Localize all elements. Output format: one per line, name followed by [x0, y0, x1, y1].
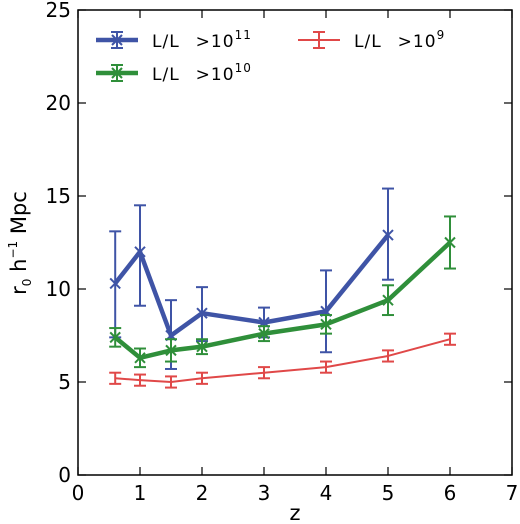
series-0-point-6-stroke-b [382, 229, 394, 241]
series-2-errorbar-6 [382, 349, 394, 363]
legend-sample-0-marker [111, 34, 123, 46]
legend-sample-1-marker-stroke-b [111, 67, 123, 79]
series-2-errorbar-3 [196, 371, 208, 385]
series-1-point-3 [196, 340, 208, 353]
series-0-point-6 [382, 229, 394, 241]
legend-label-series-2-sep: >10 [398, 32, 437, 52]
y-tick-label-5: 25 [46, 0, 71, 22]
series-1-point-2 [165, 344, 177, 357]
x-tick-label-2: 2 [196, 481, 209, 505]
series-1-point-0 [109, 331, 121, 344]
legend-sample-series-0 [96, 31, 138, 49]
legend-label-series-1-sep: >10 [196, 65, 235, 85]
x-tick-label-1: 1 [134, 481, 147, 505]
series-1-point-6 [382, 294, 394, 306]
series-0-point-0 [109, 277, 121, 290]
legend-entry-series-1: L/L >1010 [96, 61, 252, 85]
series-1-line [113, 240, 452, 361]
chart-marks [109, 187, 456, 389]
series-1-point-4 [258, 327, 270, 340]
series-0-point-0-stroke-b [109, 277, 121, 290]
legend-label-series-2-exp: 9 [437, 28, 446, 42]
series-2-errorbar-1 [134, 373, 146, 387]
legend-entry-series-0: L/L >1011 [96, 28, 252, 52]
legend-sample-1-marker [111, 67, 123, 79]
svg-text:L/L>109: L/L >109 [354, 28, 445, 52]
y-axis-label: r0 h−1 Mpc [6, 191, 34, 295]
series-0-line [113, 233, 390, 338]
series-2-errorbar-0 [109, 371, 122, 385]
x-axis-label: z [289, 501, 300, 524]
series-1-point-2-stroke-b [165, 344, 177, 357]
series-1-point-1-stroke-b [134, 352, 146, 364]
series-1-point-6-stroke-b [382, 294, 394, 306]
axis-ticks: 0 1 2 3 4 5 6 7 0 5 10 15 20 25 [46, 0, 519, 505]
x-tick-label-7: 7 [506, 481, 519, 505]
legend-entry-series-2: L/L >109 [298, 28, 445, 52]
series-1-point-0-stroke-b [109, 331, 121, 344]
series-2-errorbar-5 [320, 360, 332, 374]
series-1-point-5 [320, 318, 332, 331]
svg-text:L/L>1011: L/L >1011 [152, 28, 252, 52]
series-1-point-7 [444, 236, 456, 249]
x-tick-label-0: 0 [72, 481, 85, 505]
legend-sample-0-marker-stroke-b [111, 34, 123, 46]
series-2-errorbar-2 [165, 375, 177, 389]
series-2-errorbar-7 [444, 332, 456, 346]
legend-sample-series-2 [298, 31, 340, 49]
legend-label-series-1-exp: 10 [235, 61, 252, 75]
series-2-errorbar-4 [258, 366, 270, 380]
series-0-point-1-stroke-b [134, 246, 146, 258]
series-1-point-7-stroke-b [444, 236, 456, 249]
plot-frame [77, 9, 513, 476]
x-tick-label-3: 3 [258, 481, 271, 505]
legend-label-series-0-main: L/L [152, 32, 180, 52]
y-tick-label-0: 0 [58, 463, 71, 487]
x-tick-label-4: 4 [320, 481, 333, 505]
y-tick-label-2: 10 [46, 277, 71, 301]
legend-sample-series-1 [96, 64, 138, 82]
x-tick-label-5: 5 [382, 481, 395, 505]
series-2 [109, 332, 456, 389]
legend-label-series-0-sep: >10 [196, 32, 235, 52]
legend: L/L >1011 L/L >1010 L/L >109 [96, 28, 445, 85]
legend-label-series-2-main: L/L [354, 32, 382, 52]
legend-label-series-1-main: L/L [152, 65, 180, 85]
series-2-line [115, 338, 451, 383]
svg-text:L/L>1010: L/L >1010 [152, 61, 252, 85]
series-0-point-1 [134, 246, 146, 258]
y-tick-label-1: 5 [58, 370, 71, 394]
series-0 [109, 187, 394, 370]
series-0-errorbar-1 [134, 204, 146, 307]
y-tick-label-4: 20 [46, 91, 71, 115]
series-1-point-4-stroke-b [258, 327, 270, 340]
series-0-point-3 [196, 307, 208, 319]
x-tick-label-6: 6 [444, 481, 457, 505]
series-1-point-5-stroke-b [320, 318, 332, 331]
legend-label-series-0-exp: 11 [235, 28, 252, 42]
series-0-point-3-stroke-b [196, 307, 208, 319]
series-1-point-1 [134, 352, 146, 364]
y-tick-label-3: 15 [46, 184, 71, 208]
series-1 [109, 215, 456, 369]
series-1-point-3-stroke-b [196, 340, 208, 353]
